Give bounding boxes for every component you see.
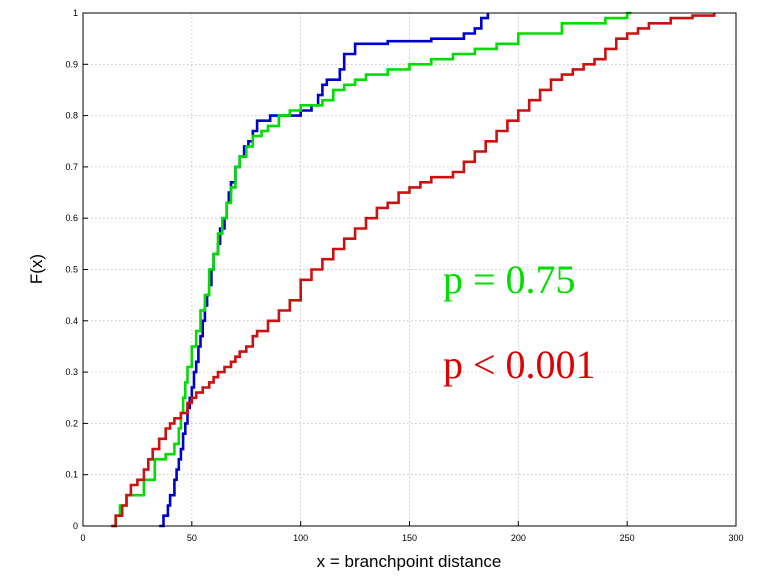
series-line-2 (111, 11, 632, 528)
x-tick-label: 0 (80, 533, 85, 543)
axis-ticks: 0 50 100 150 200 250 300 0 0.1 0.2 0.3 0.4 0.5 0.6 0.7… (65, 8, 743, 543)
x-tick-label: 200 (511, 533, 526, 543)
x-tick-label: 50 (187, 533, 197, 543)
x-tick-label: 100 (293, 533, 308, 543)
series-line-3 (111, 13, 716, 528)
y-tick-label: 0.1 (65, 470, 78, 480)
x-axis-label: x = branchpoint distance (317, 552, 502, 571)
annotation-p-red: p < 0.001 (443, 342, 596, 387)
y-tick-label: 0.9 (65, 59, 78, 69)
annotation-p-green: p = 0.75 (443, 257, 576, 302)
y-tick-label: 0.3 (65, 367, 78, 377)
y-tick-label: 0.6 (65, 213, 78, 223)
series-group (111, 11, 716, 528)
grid-lines (83, 13, 736, 526)
y-tick-label: 0 (73, 521, 78, 531)
y-tick-label: 1 (73, 8, 78, 18)
y-tick-label: 0.4 (65, 316, 78, 326)
y-axis-label: F(x) (27, 254, 46, 284)
y-tick-label: 0.8 (65, 111, 78, 121)
y-tick-label: 0.7 (65, 162, 78, 172)
y-tick-label: 0.5 (65, 265, 78, 275)
x-tick-label: 250 (620, 533, 635, 543)
x-tick-label: 300 (728, 533, 743, 543)
y-tick-label: 0.2 (65, 418, 78, 428)
x-tick-label: 150 (402, 533, 417, 543)
